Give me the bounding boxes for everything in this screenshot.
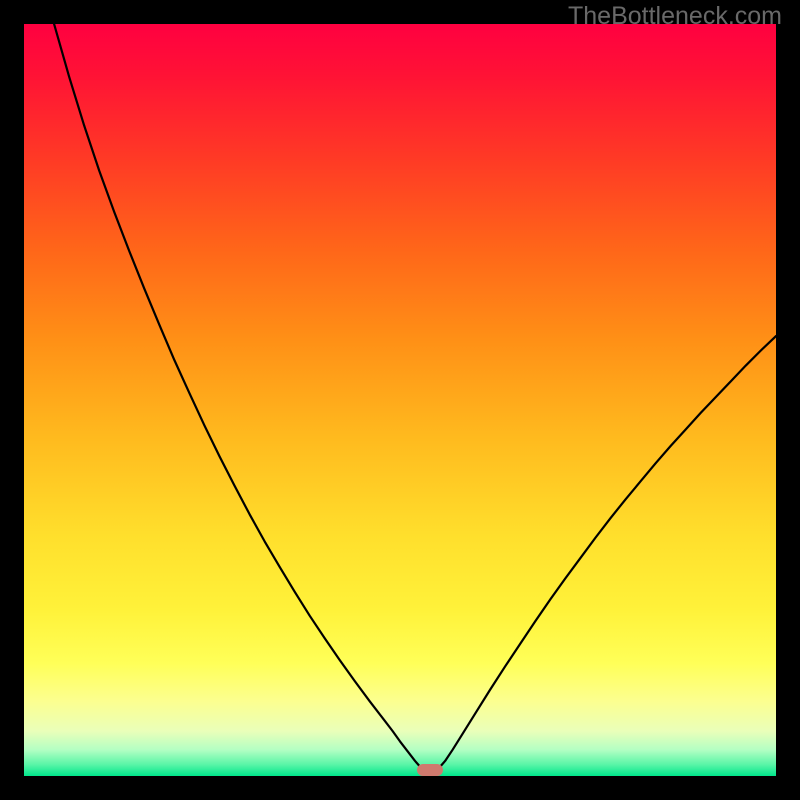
plot-area	[24, 24, 776, 776]
chart-frame: TheBottleneck.com	[0, 0, 800, 800]
minimum-marker-shape	[417, 764, 443, 776]
minimum-marker	[417, 764, 443, 776]
watermark-text: TheBottleneck.com	[568, 2, 782, 31]
gradient-background	[24, 24, 776, 776]
plot-svg	[24, 24, 776, 776]
